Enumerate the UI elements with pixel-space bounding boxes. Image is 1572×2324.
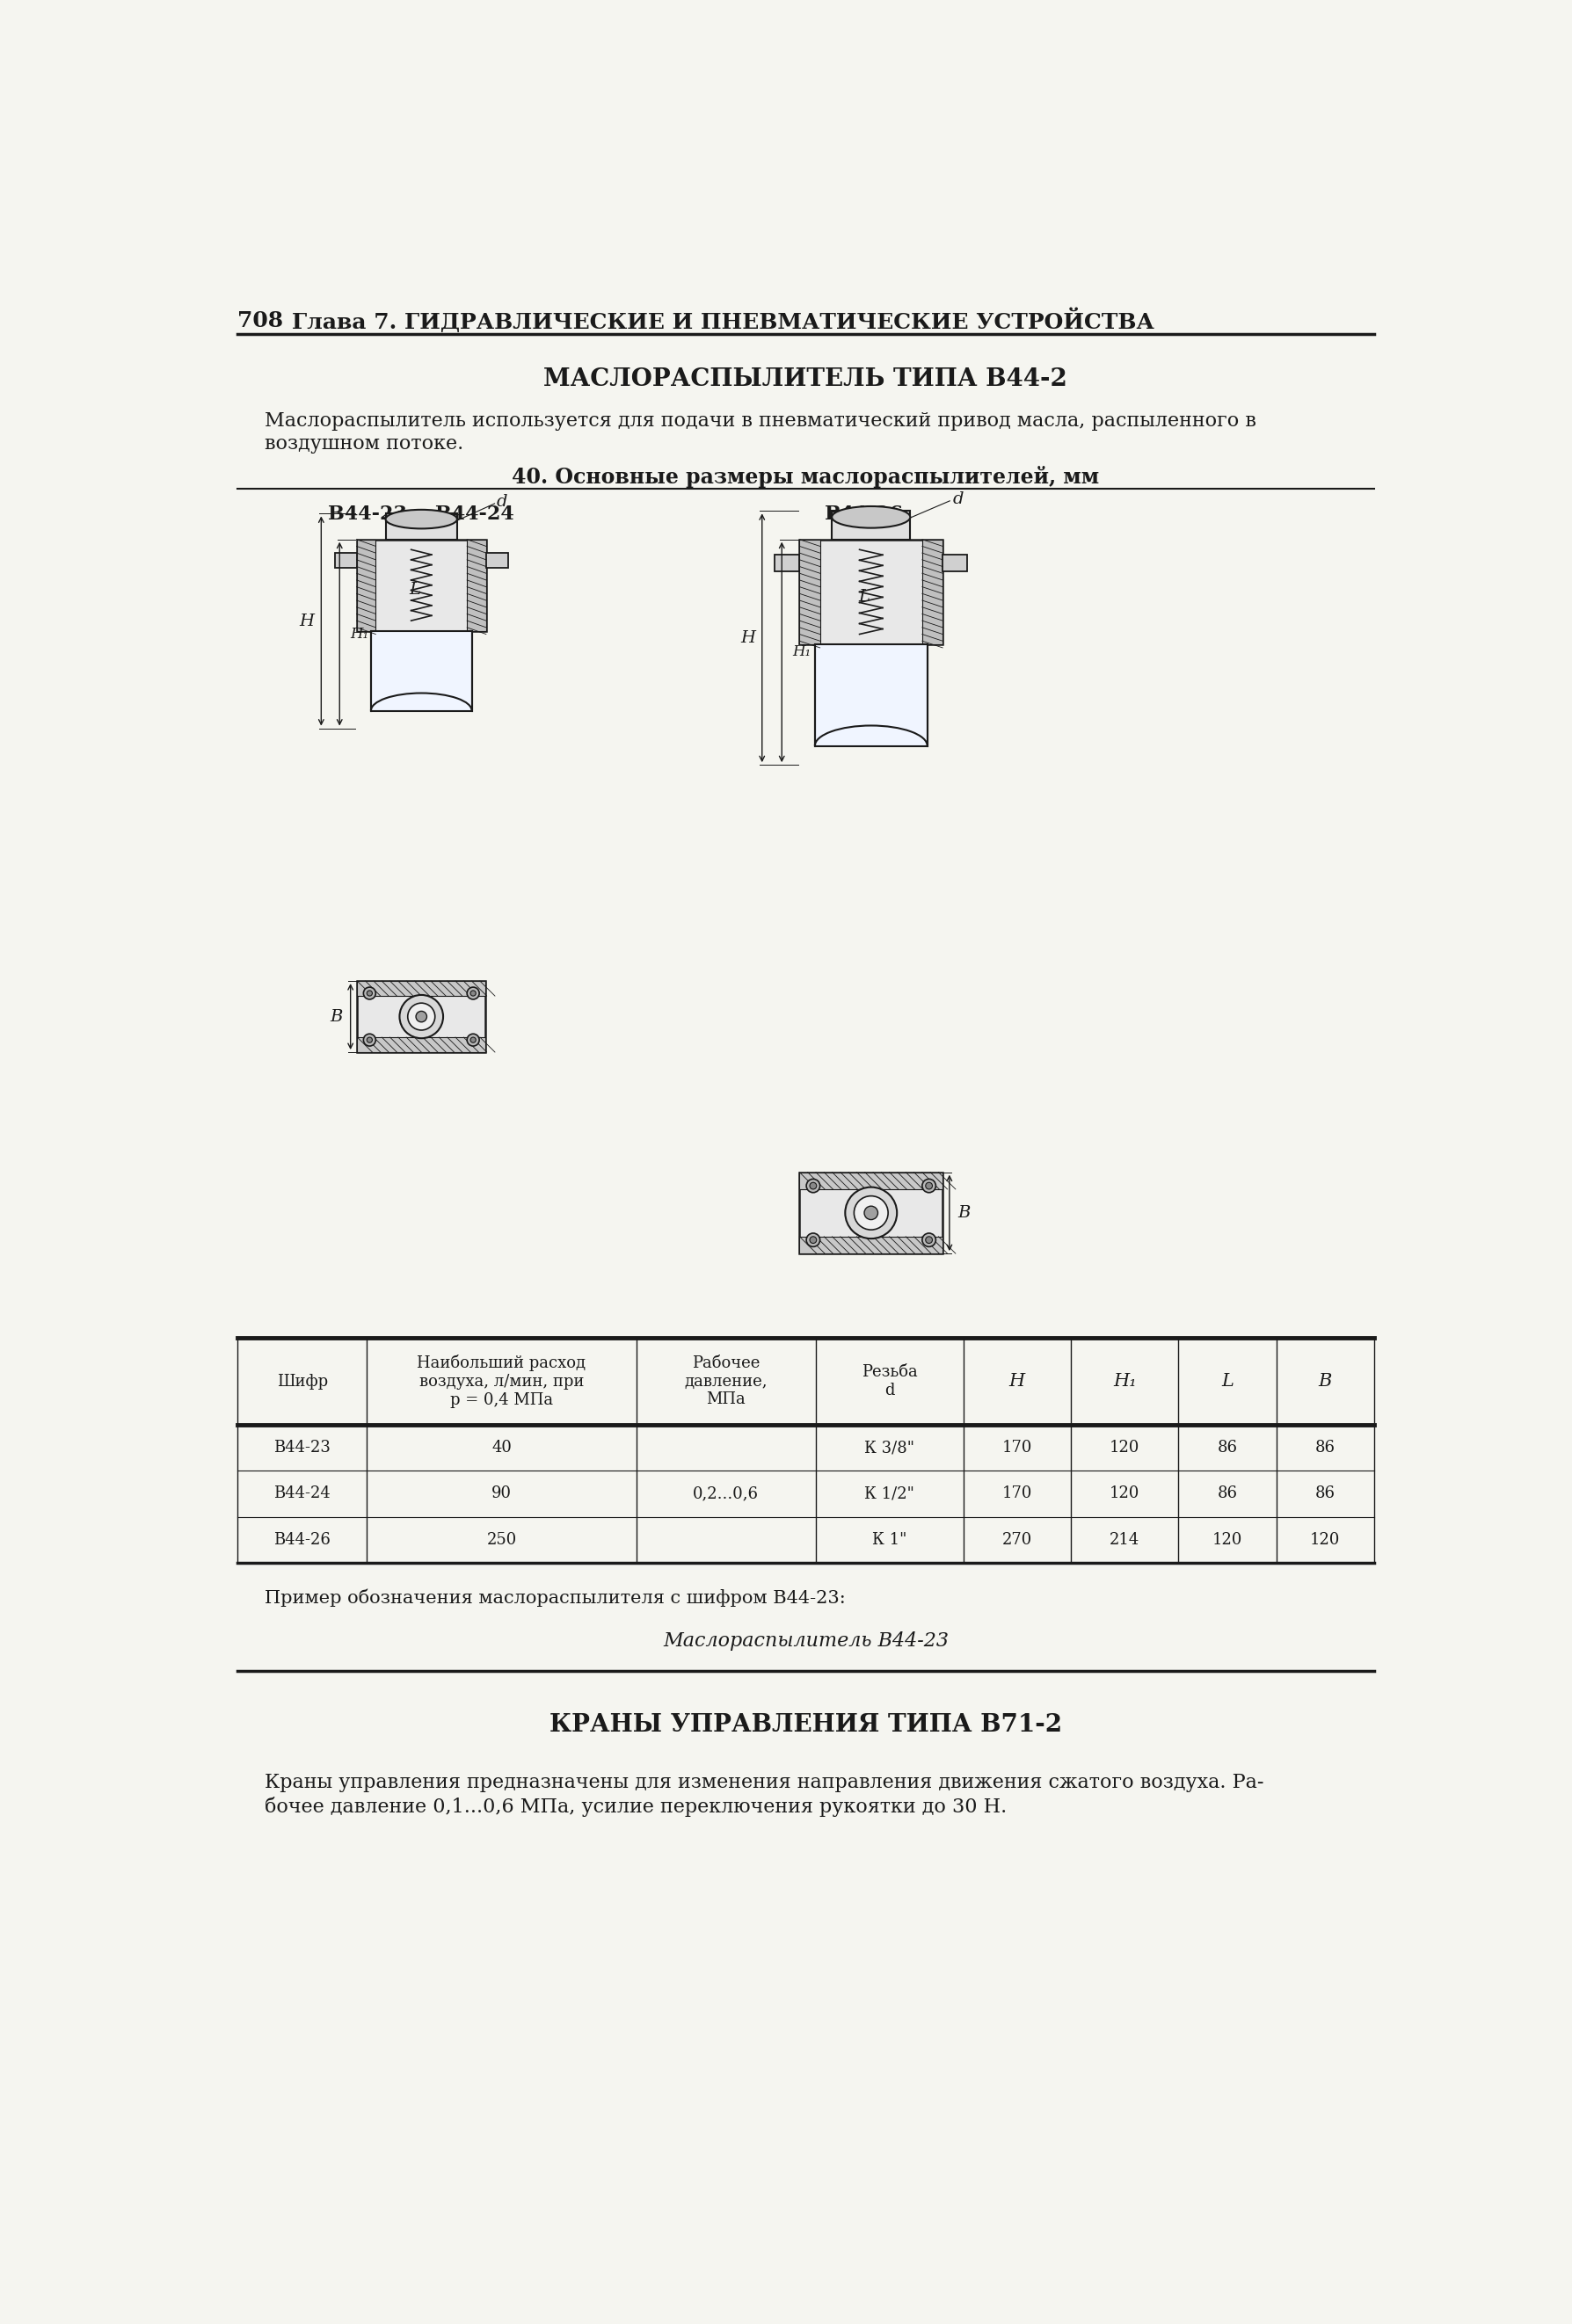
Text: Глава 7. ГИДРАВЛИЧЕСКИЕ И ПНЕВМАТИЧЕСКИЕ УСТРОЙСТВА: Глава 7. ГИДРАВЛИЧЕСКИЕ И ПНЕВМАТИЧЕСКИЕ… bbox=[292, 309, 1154, 332]
Text: H: H bbox=[740, 630, 755, 646]
Text: В44-23: В44-23 bbox=[274, 1441, 330, 1455]
Text: К 1": К 1" bbox=[872, 1532, 907, 1548]
Circle shape bbox=[366, 1037, 373, 1043]
Bar bbox=[357, 539, 486, 630]
Text: В44-26: В44-26 bbox=[825, 504, 904, 525]
Text: H: H bbox=[299, 614, 314, 630]
Circle shape bbox=[366, 990, 373, 997]
Text: 120: 120 bbox=[1212, 1532, 1242, 1548]
Text: бочее давление 0,1...0,6 МПа, усилие переключения рукоятки до 30 Н.: бочее давление 0,1...0,6 МПа, усилие пер… bbox=[264, 1796, 1008, 1817]
Bar bbox=[486, 553, 508, 567]
Text: B: B bbox=[1319, 1373, 1331, 1390]
Text: 250: 250 bbox=[486, 1532, 517, 1548]
Circle shape bbox=[810, 1236, 816, 1243]
Bar bbox=[357, 981, 486, 1053]
Text: H₁: H₁ bbox=[351, 627, 368, 641]
Text: 270: 270 bbox=[1001, 1532, 1033, 1548]
Circle shape bbox=[470, 1037, 476, 1043]
Text: H₁: H₁ bbox=[1113, 1373, 1137, 1390]
Text: 708: 708 bbox=[237, 311, 283, 332]
Text: L: L bbox=[858, 590, 869, 604]
Text: воздушном потоке.: воздушном потоке. bbox=[264, 435, 464, 453]
Text: В44-26: В44-26 bbox=[274, 1532, 330, 1548]
Circle shape bbox=[854, 1197, 888, 1229]
Circle shape bbox=[399, 995, 443, 1039]
Text: H: H bbox=[1009, 1373, 1025, 1390]
Text: Наибольший расход
воздуха, л/мин, при
p = 0,4 МПа: Наибольший расход воздуха, л/мин, при p … bbox=[417, 1355, 586, 1408]
Text: L: L bbox=[409, 581, 420, 597]
Text: Маслораспылитель В44-23: Маслораспылитель В44-23 bbox=[663, 1631, 948, 1650]
Text: 120: 120 bbox=[1309, 1532, 1341, 1548]
Bar bbox=[832, 511, 910, 539]
Text: 170: 170 bbox=[1001, 1485, 1033, 1501]
Text: Маслораспылитель используется для подачи в пневматический привод масла, распылен: Маслораспылитель используется для подачи… bbox=[264, 411, 1256, 430]
Circle shape bbox=[363, 988, 376, 999]
Circle shape bbox=[467, 988, 479, 999]
Text: В44-24: В44-24 bbox=[274, 1485, 330, 1501]
Bar bbox=[800, 539, 821, 644]
Text: КРАНЫ УПРАВЛЕНИЯ ТИПА В71-2: КРАНЫ УПРАВЛЕНИЯ ТИПА В71-2 bbox=[549, 1713, 1063, 1736]
Text: Шифр: Шифр bbox=[277, 1373, 327, 1390]
Bar bbox=[814, 644, 927, 746]
Bar bbox=[357, 981, 486, 997]
Circle shape bbox=[467, 1034, 479, 1046]
Text: К 1/2": К 1/2" bbox=[865, 1485, 915, 1501]
Text: L: L bbox=[1221, 1373, 1234, 1390]
Text: Краны управления предназначены для изменения направления движения сжатого воздух: Краны управления предназначены для измен… bbox=[264, 1773, 1264, 1792]
Bar bbox=[800, 539, 943, 644]
Circle shape bbox=[417, 1011, 428, 1023]
Text: 86: 86 bbox=[1314, 1485, 1335, 1501]
Text: Пример обозначения маслораспылителя с шифром В44-23:: Пример обозначения маслораспылителя с ши… bbox=[264, 1590, 846, 1606]
Text: 120: 120 bbox=[1110, 1441, 1140, 1455]
Text: В44-23 и В44-24: В44-23 и В44-24 bbox=[329, 504, 514, 525]
Bar bbox=[357, 539, 376, 630]
Text: H₁: H₁ bbox=[792, 644, 811, 660]
Text: d: d bbox=[953, 490, 964, 507]
Text: 86: 86 bbox=[1314, 1441, 1335, 1455]
Text: 214: 214 bbox=[1110, 1532, 1140, 1548]
Text: B: B bbox=[330, 1009, 343, 1025]
Bar bbox=[775, 555, 800, 572]
Circle shape bbox=[846, 1188, 898, 1239]
Ellipse shape bbox=[832, 507, 910, 528]
Ellipse shape bbox=[385, 509, 457, 528]
Bar bbox=[800, 1171, 943, 1253]
Text: 86: 86 bbox=[1217, 1441, 1237, 1455]
Circle shape bbox=[470, 990, 476, 997]
Bar bbox=[800, 1236, 943, 1253]
Bar bbox=[943, 555, 967, 572]
Circle shape bbox=[810, 1183, 816, 1190]
Text: Рабочее
давление,
МПа: Рабочее давление, МПа bbox=[684, 1355, 767, 1408]
Bar bbox=[800, 1171, 943, 1190]
Bar bbox=[371, 630, 472, 711]
Text: 0,2...0,6: 0,2...0,6 bbox=[693, 1485, 759, 1501]
Circle shape bbox=[926, 1183, 932, 1190]
Bar bbox=[357, 1037, 486, 1053]
Text: 40. Основные размеры маслораспылителей, мм: 40. Основные размеры маслораспылителей, … bbox=[512, 467, 1099, 488]
Bar bbox=[467, 539, 486, 630]
Text: МАСЛОРАСПЫЛИТЕЛЬ ТИПА В44-2: МАСЛОРАСПЫЛИТЕЛЬ ТИПА В44-2 bbox=[544, 367, 1067, 390]
Text: d: d bbox=[497, 493, 508, 509]
Circle shape bbox=[407, 1004, 435, 1030]
Text: B: B bbox=[957, 1204, 970, 1220]
Text: 120: 120 bbox=[1110, 1485, 1140, 1501]
Bar bbox=[923, 539, 943, 644]
Circle shape bbox=[926, 1236, 932, 1243]
Bar bbox=[335, 553, 357, 567]
Circle shape bbox=[806, 1234, 821, 1246]
Text: 40: 40 bbox=[492, 1441, 511, 1455]
Circle shape bbox=[363, 1034, 376, 1046]
Text: 86: 86 bbox=[1217, 1485, 1237, 1501]
Text: К 3/8": К 3/8" bbox=[865, 1441, 915, 1455]
Text: 170: 170 bbox=[1001, 1441, 1033, 1455]
Circle shape bbox=[806, 1178, 821, 1192]
Text: 90: 90 bbox=[492, 1485, 512, 1501]
Text: Резьба
d: Резьба d bbox=[861, 1364, 918, 1399]
Circle shape bbox=[923, 1178, 935, 1192]
Bar bbox=[385, 514, 457, 539]
Circle shape bbox=[923, 1234, 935, 1246]
Circle shape bbox=[865, 1206, 877, 1220]
